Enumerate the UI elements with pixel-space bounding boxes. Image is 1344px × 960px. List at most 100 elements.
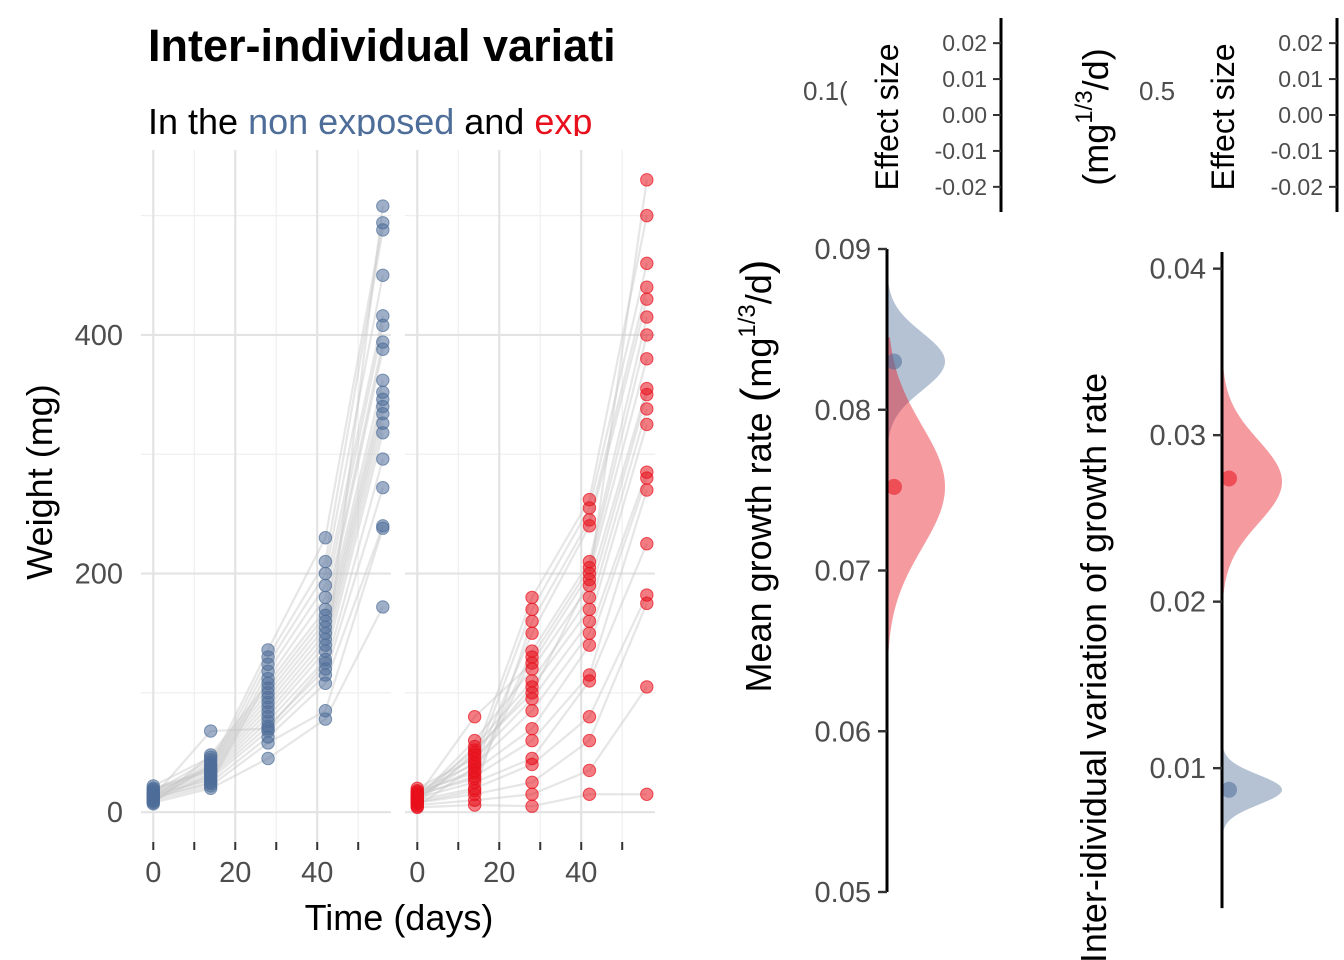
inter-individual-variation-axis-label: Inter-idividual variation of growth rate [1073, 373, 1114, 960]
data-point [376, 373, 390, 387]
data-point [376, 199, 390, 213]
x-tick-label: 40 [565, 857, 597, 889]
mean-growth-rate-axis-label: Mean growth rate (mg1/3/d) [732, 260, 781, 693]
y-tick-label: 0.09 [815, 234, 871, 266]
effect-size-panel-variation: 0.02 0.01 0.00 -0.01 -0.02 [1271, 18, 1339, 212]
data-point [582, 638, 597, 652]
y-tick-label: 0.01 [1150, 753, 1206, 785]
y-tick-label: -0.02 [935, 174, 987, 200]
y-tick-label: 0.06 [815, 716, 871, 748]
data-point [582, 710, 597, 724]
subtitle-text: and [454, 101, 535, 136]
x-axis-label: Time (days) [305, 897, 494, 938]
effect-size-cut-label: 0.1( [803, 76, 848, 106]
estimate-point [886, 353, 902, 370]
data-point [525, 733, 539, 748]
subtitle-group-non-exposed: non exposed [248, 101, 455, 136]
data-point [640, 352, 654, 366]
data-point [582, 513, 597, 527]
data-point [640, 402, 654, 416]
axis-label-unit: mg [738, 338, 779, 388]
data-point [525, 751, 539, 766]
weight-points [410, 173, 654, 815]
data-point [582, 626, 597, 640]
scatter-panel-exposed [405, 150, 655, 842]
data-point [525, 704, 539, 718]
effect-size-axis-label: Effect size [1205, 43, 1241, 190]
data-point [582, 763, 597, 778]
data-point [640, 292, 654, 306]
x-tick-label: 0 [145, 857, 161, 889]
data-point [582, 590, 597, 605]
y-tick-label: 0 [107, 797, 123, 829]
data-point [376, 309, 390, 323]
data-point [376, 519, 390, 533]
title-area: Inter-individual variati In the non expo… [148, 16, 673, 136]
data-point [640, 417, 654, 432]
data-point [525, 614, 539, 628]
y-tick-label: 0.00 [942, 102, 987, 128]
unit-exponent: 1/3 [1071, 90, 1098, 123]
effect-size-panel-mean: 0.02 0.01 0.00 -0.01 -0.02 [935, 18, 1003, 212]
data-point [582, 492, 597, 507]
chart-subtitle: In the non exposed and exp [148, 101, 592, 136]
data-point [640, 208, 654, 223]
data-point [525, 590, 539, 605]
data-point [640, 328, 654, 342]
data-point [318, 566, 333, 581]
data-point [582, 733, 597, 748]
data-point [261, 643, 275, 657]
data-point [640, 537, 654, 551]
data-point [525, 644, 539, 658]
y-tick-label: 0.07 [815, 556, 871, 588]
effect-size-axis-label: Effect size [869, 43, 905, 190]
data-point [376, 216, 390, 230]
estimate-point [1221, 470, 1237, 487]
data-point [261, 751, 275, 766]
density-non-exposed [1222, 748, 1282, 844]
data-point [640, 173, 654, 187]
y-tick-label: 0.00 [1278, 102, 1323, 128]
axis-label-tail: /d [738, 274, 779, 304]
y-tick-label: -0.01 [1271, 138, 1323, 164]
y-tick-label: 200 [75, 559, 123, 591]
density-non-exposed [887, 257, 945, 467]
axis-label-exponent: 1/3 [734, 304, 761, 337]
y-tick-label: 0.02 [1278, 30, 1323, 56]
data-point [525, 674, 539, 688]
data-point [525, 602, 539, 617]
data-point [640, 787, 654, 801]
data-point [640, 310, 654, 324]
data-point [640, 465, 654, 479]
data-point [640, 680, 654, 694]
data-point [582, 602, 597, 617]
subtitle-group-exposed: exp [534, 101, 593, 136]
data-point [582, 554, 597, 569]
data-point [582, 787, 597, 801]
estimate-point [886, 478, 902, 495]
data-point [525, 775, 539, 790]
data-point [410, 788, 424, 803]
y-tick-label: 0.02 [942, 30, 987, 56]
data-point [318, 704, 333, 718]
data-point [467, 710, 482, 724]
data-point [467, 783, 482, 798]
data-point [376, 600, 390, 614]
y-tick-label: 0.01 [1278, 66, 1323, 92]
effect-size-cut-label: 0.5 [1139, 76, 1175, 106]
data-point [525, 626, 539, 640]
y-axis-label: Weight (mg) [19, 384, 60, 579]
scatter-panel-non-exposed [141, 150, 391, 842]
data-point [318, 602, 333, 617]
data-point [582, 572, 597, 587]
axis-label-paren-close: ) [732, 260, 781, 275]
y-tick-label: 0.03 [1150, 420, 1206, 452]
data-point [376, 480, 390, 495]
data-point [525, 787, 539, 801]
data-point [318, 590, 333, 605]
data-point [318, 578, 333, 593]
data-point [582, 614, 597, 628]
data-point [640, 381, 654, 396]
subtitle-text: In the [148, 101, 249, 136]
